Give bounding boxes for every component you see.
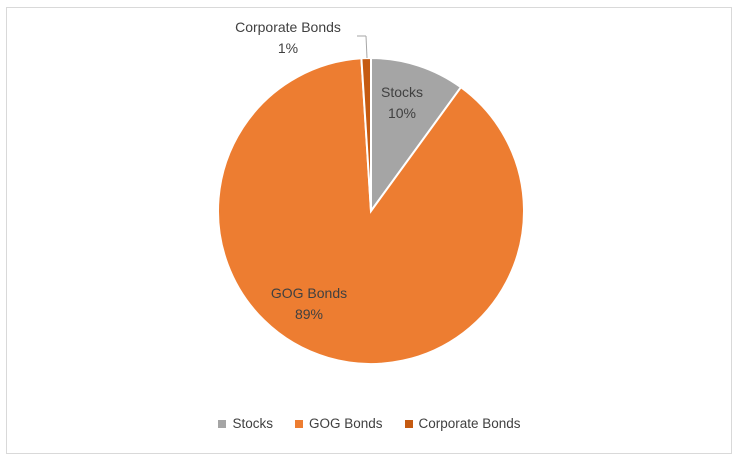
legend-swatch-gog-bonds — [294, 419, 303, 428]
legend-item-stocks: Stocks — [218, 416, 273, 431]
corporate-bonds-leader-line-drop — [365, 35, 368, 59]
legend: Stocks GOG Bonds Corporate Bonds — [0, 416, 739, 431]
legend-swatch-corporate-bonds — [404, 419, 413, 428]
slice-label-stocks: Stocks — [381, 84, 423, 100]
pie-slices — [217, 56, 525, 365]
slice-value-gog-bonds: 89% — [295, 306, 323, 322]
legend-label-corporate-bonds: Corporate Bonds — [418, 416, 521, 431]
slice-value-corporate-bonds: 1% — [278, 40, 298, 56]
legend-label-stocks: Stocks — [232, 416, 273, 431]
pie-slice-stocks — [370, 56, 463, 215]
slice-label-gog-bonds: GOG Bonds — [271, 285, 347, 301]
legend-swatch-stocks — [218, 419, 227, 428]
slice-label-corporate-bonds: Corporate Bonds — [235, 19, 341, 35]
legend-item-corporate-bonds: Corporate Bonds — [404, 416, 521, 431]
legend-item-gog-bonds: GOG Bonds — [294, 416, 383, 431]
pie-slice-gog-bonds — [217, 57, 525, 365]
slice-value-stocks: 10% — [388, 105, 416, 121]
pie-slice-corporate-bonds — [360, 56, 372, 212]
legend-label-gog-bonds: GOG Bonds — [308, 416, 383, 431]
